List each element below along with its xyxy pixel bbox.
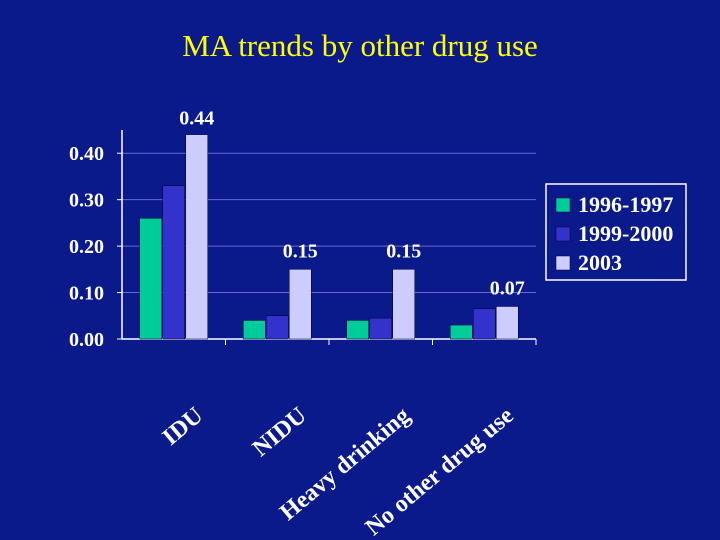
bar-1999-2000 [473, 308, 496, 340]
legend-label: 2003 [578, 250, 622, 275]
legend-label: 1999-2000 [578, 221, 673, 246]
bar-1996-1997 [139, 217, 162, 340]
data-label: 0.15 [386, 240, 421, 262]
bar-2003 [392, 269, 415, 340]
bar-1996-1997 [346, 320, 369, 340]
y-tick-label: 0.00 [69, 329, 104, 351]
y-tick-label: 0.10 [69, 283, 104, 305]
y-tick-label: 0.40 [69, 143, 104, 165]
bar-1999-2000 [266, 315, 289, 340]
y-tick-label: 0.20 [69, 236, 104, 258]
data-label: 0.44 [179, 108, 214, 130]
y-tick-label: 0.30 [69, 190, 104, 212]
bar-2003 [289, 269, 312, 340]
bar-1996-1997 [450, 324, 473, 340]
bar-2003 [185, 134, 208, 340]
category-label: IDU [158, 403, 208, 451]
data-label: 0.15 [283, 240, 318, 262]
bar-1999-2000 [162, 185, 185, 340]
slide-title: MA trends by other drug use [182, 28, 538, 63]
data-label: 0.07 [490, 277, 525, 299]
legend-label: 1996-1997 [578, 192, 673, 217]
legend-swatch [555, 226, 571, 242]
legend-swatch [555, 197, 571, 213]
legend-swatch [555, 255, 571, 271]
bar-2003 [496, 306, 519, 340]
category-label: NIDU [248, 403, 312, 462]
bar-1999-2000 [369, 317, 392, 340]
bar-1996-1997 [243, 320, 266, 340]
